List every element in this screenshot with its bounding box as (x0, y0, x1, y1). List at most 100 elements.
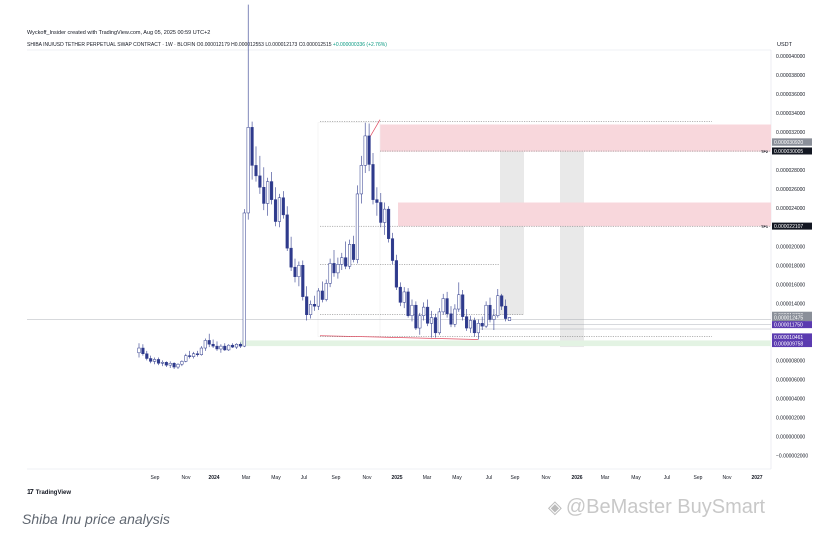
candle-down (289, 247, 293, 268)
candle-down (387, 208, 391, 239)
price-label: 0.000011750 (774, 323, 803, 329)
candle-up (453, 308, 457, 325)
price-label: 0.000030005 (774, 149, 803, 155)
candle-up (219, 345, 223, 350)
x-tick-label: May (631, 475, 641, 481)
candle-up (176, 363, 180, 368)
candle-down (406, 291, 410, 316)
y-tick-label: 0.000036000 (776, 92, 805, 98)
candle-up (457, 294, 461, 310)
candle-up (359, 165, 363, 195)
x-tick-label: Mar (601, 475, 610, 481)
x-tick-label: Nov (542, 475, 551, 481)
candle-down (254, 165, 258, 177)
candle-down (394, 260, 398, 288)
x-tick-label: Jul (664, 475, 670, 481)
x-tick-label: Nov (363, 475, 372, 481)
candle-down (293, 266, 297, 277)
candle-up (383, 208, 387, 223)
candle-up (422, 306, 426, 316)
candle-up (246, 127, 250, 214)
y-tick-label: −0.000002000 (776, 454, 808, 460)
ohlc-readout: O0.000012179 H0.000012553 L0.000012173 C… (196, 42, 332, 48)
target-tag: TP1 (761, 225, 768, 229)
candle-up (137, 347, 141, 354)
y-tick-label: 0.000014000 (776, 301, 805, 307)
change-readout: +0.000000336 (+2.76%) (332, 42, 387, 48)
symbol-title[interactable]: SHIBA INU/USD TETHER PERPETUAL SWAP CONT… (27, 42, 196, 48)
candle-up (234, 343, 239, 348)
y-tick-label: 0.000004000 (776, 396, 805, 402)
y-tick-label: 0.000000000 (776, 435, 805, 441)
candle-up (203, 340, 207, 349)
candle-down (371, 164, 375, 200)
candle-down (262, 187, 266, 204)
candle-down (398, 286, 402, 303)
candle-up (266, 181, 270, 204)
candle-down (390, 238, 395, 261)
candle-up (153, 359, 157, 362)
candle-down (488, 304, 492, 320)
candle-down (172, 363, 176, 368)
candle-down (145, 353, 149, 359)
y-tick-label: 0.000026000 (776, 187, 805, 193)
candle-down (480, 323, 484, 327)
price-label-bg (772, 147, 812, 155)
candle-up (168, 363, 172, 366)
x-tick-label: 2027 (751, 475, 762, 481)
x-tick-label: 2024 (208, 475, 219, 481)
candle-up (340, 257, 344, 265)
price-label-bg (772, 340, 812, 348)
y-tick-label: 0.000016000 (776, 282, 805, 288)
price-label-bg (772, 333, 812, 341)
x-tick-label: Sep (151, 475, 160, 481)
y-tick-label: 0.000034000 (776, 111, 805, 117)
candle-up (410, 304, 414, 316)
candle-down (141, 347, 145, 354)
candle-down (426, 306, 430, 324)
candle-up (316, 290, 320, 307)
candle-down (215, 345, 219, 350)
x-tick-label: Mar (242, 475, 251, 481)
candle-up (441, 298, 445, 313)
candle-down (156, 359, 161, 364)
candle-down (445, 298, 449, 315)
tradingview-logo[interactable]: 17 TradingView (27, 489, 71, 496)
candle-up (180, 361, 184, 365)
x-tick-label: Sep (332, 475, 341, 481)
candle-up (492, 315, 496, 320)
x-tick-label: May (452, 475, 462, 481)
y-tick-label: 0.000028000 (776, 168, 805, 174)
y-tick-label: 0.000018000 (776, 263, 805, 269)
candle-up (242, 212, 246, 347)
candle-up (336, 264, 340, 274)
candle-down (367, 135, 371, 165)
currency-label[interactable]: USDT (777, 42, 792, 48)
trendline (369, 119, 381, 138)
price-label-bg (772, 222, 812, 230)
candle-up (184, 355, 188, 362)
candle-down (344, 257, 348, 267)
candle-down (164, 362, 168, 366)
price-label: 0.000010461 (774, 335, 803, 341)
x-tick-label: Jul (301, 475, 307, 481)
y-tick-label: 0.000008000 (776, 358, 805, 364)
candle-down (238, 343, 242, 347)
tradingview-logo-text: TradingView (35, 489, 72, 496)
candle-down (332, 263, 336, 274)
y-tick-label: 0.000040000 (776, 54, 805, 60)
projection-band-2 (560, 146, 584, 348)
candle-down (211, 343, 215, 347)
candle-down (379, 202, 383, 223)
candle-up (192, 353, 196, 357)
tradingview-icon: 17 (27, 489, 34, 496)
y-tick-label: 0.000032000 (776, 130, 805, 136)
candle-down (301, 265, 305, 297)
candle-up (402, 291, 406, 303)
candle-up (309, 304, 313, 315)
candle-up (429, 317, 434, 324)
candle-up (199, 347, 203, 355)
x-tick-label: 2026 (571, 475, 582, 481)
candle-up (227, 344, 231, 351)
